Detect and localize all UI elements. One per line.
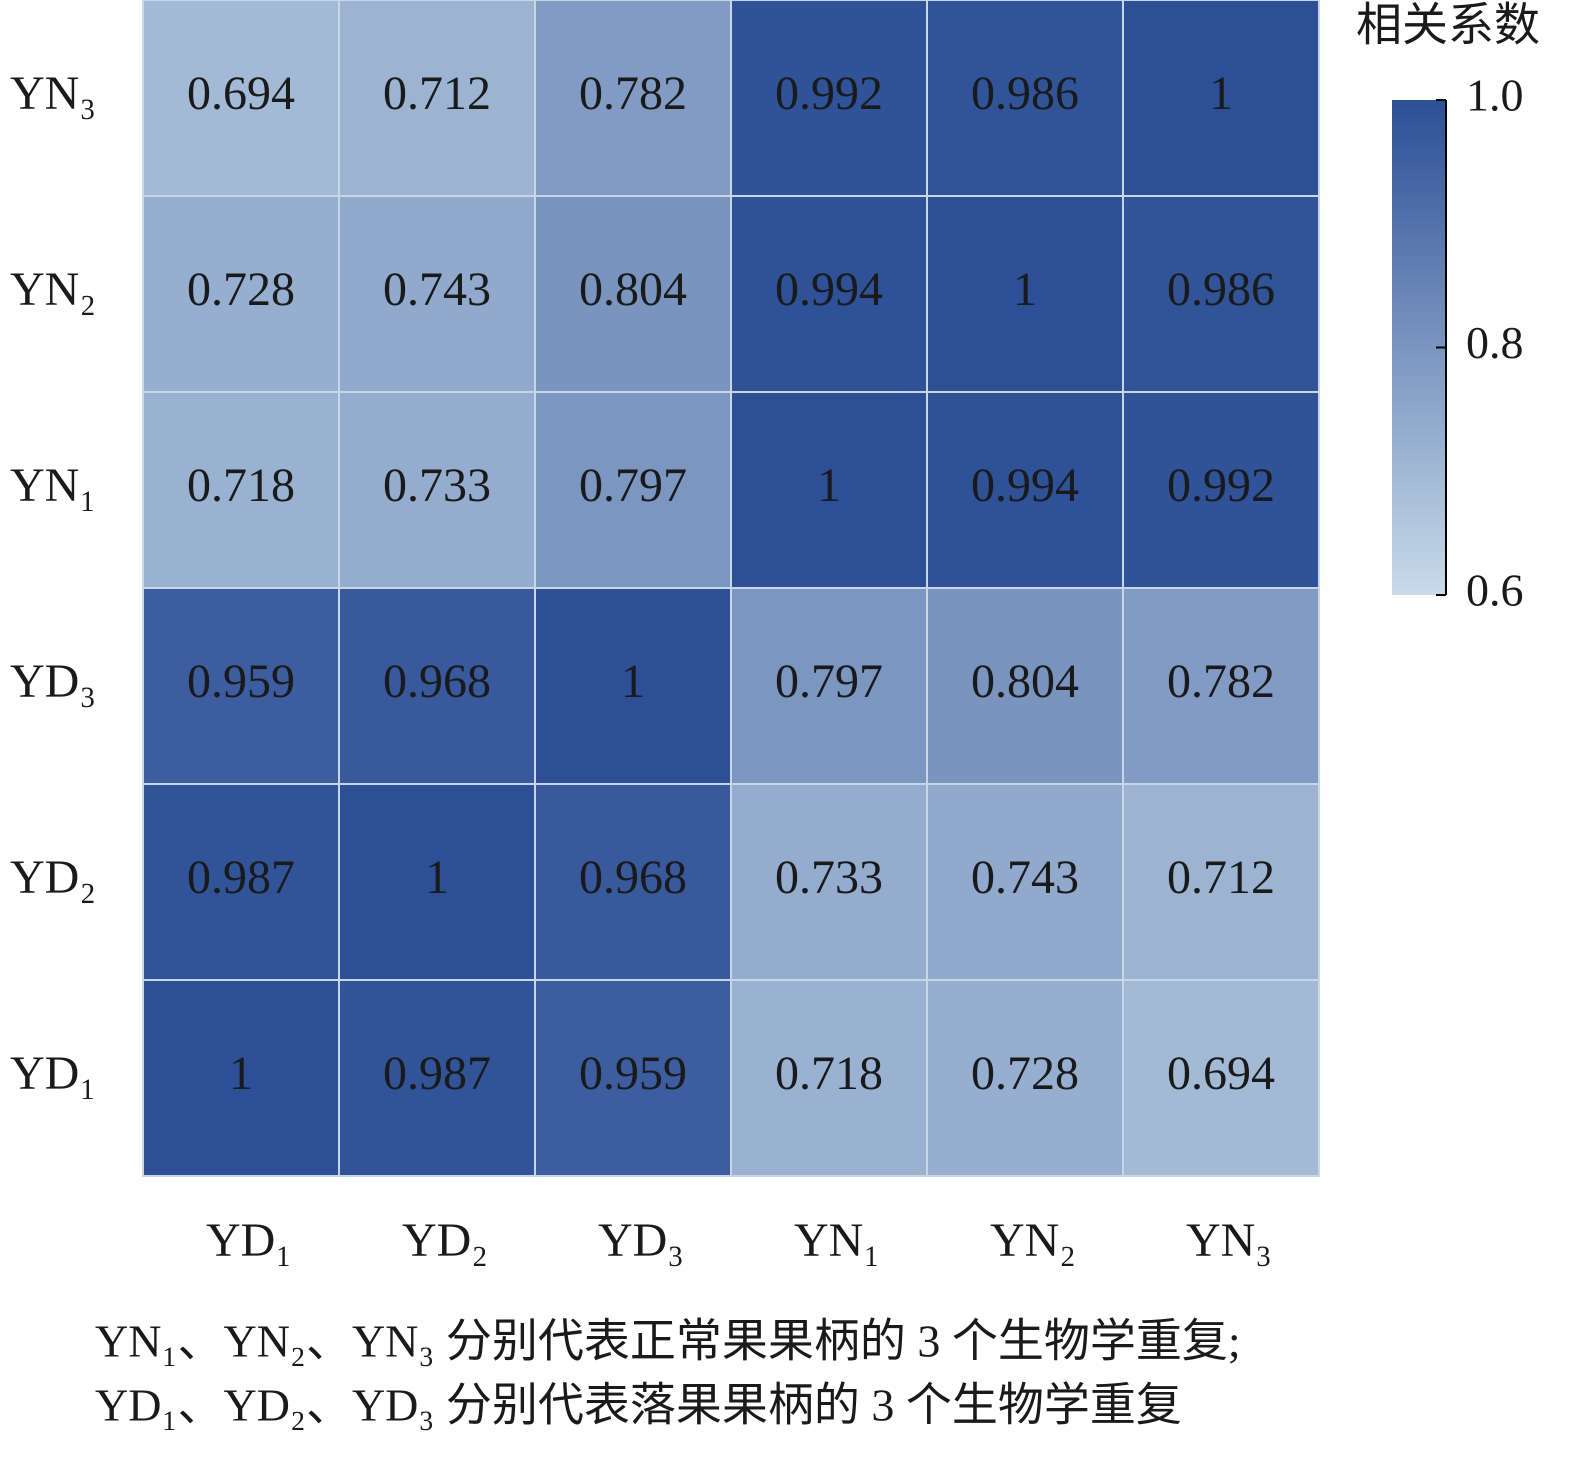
cell-label: 0.728 — [187, 263, 295, 316]
y-tick-label: YN₃ — [10, 67, 96, 120]
cell — [142, 783, 340, 981]
cell — [142, 195, 340, 393]
cell — [730, 979, 928, 1177]
cell-label: 0.987 — [383, 1047, 491, 1100]
x-tick-label: YN₁ — [794, 1214, 880, 1267]
x-tick-label: YN₂ — [990, 1214, 1076, 1267]
cell-label: 0.968 — [383, 655, 491, 708]
cell-label: 0.694 — [187, 67, 295, 120]
cell — [926, 587, 1124, 785]
cell-label: 0.782 — [1167, 655, 1275, 708]
cell — [142, 391, 340, 589]
cell-label: 0.994 — [775, 263, 883, 316]
cell-label: 0.728 — [971, 1047, 1079, 1100]
cell-label: 0.797 — [775, 655, 883, 708]
cell — [1122, 0, 1320, 197]
cell — [338, 0, 536, 197]
cell-label: 0.712 — [1167, 851, 1275, 904]
cell-label: 0.782 — [579, 67, 687, 120]
cell-label: 0.743 — [971, 851, 1079, 904]
cell — [1122, 587, 1320, 785]
cell-label: 1 — [229, 1047, 253, 1100]
cell — [338, 979, 536, 1177]
y-tick-label: YN₁ — [10, 459, 96, 512]
cell — [730, 195, 928, 393]
colorbar-title: 相关系数 — [1356, 0, 1540, 51]
cell — [730, 391, 928, 589]
caption-line: YN₁、YN₂、YN₃ 分别代表正常果果柄的 3 个生物学重复; — [95, 1316, 1241, 1367]
cell-label: 0.804 — [579, 263, 687, 316]
cell — [730, 0, 928, 197]
caption-line: YD₁、YD₂、YD₃ 分别代表落果果柄的 3 个生物学重复 — [95, 1380, 1182, 1431]
y-tick-label: YN₂ — [10, 263, 96, 316]
cell — [142, 0, 340, 197]
cell — [1122, 783, 1320, 981]
cell-label: 1 — [621, 655, 645, 708]
x-tick-label: YN₃ — [1186, 1214, 1272, 1267]
cell-label: 1 — [1209, 67, 1233, 120]
cell-label: 0.733 — [383, 459, 491, 512]
cell-label: 1 — [817, 459, 841, 512]
x-tick-label: YD₁ — [206, 1214, 292, 1267]
cell — [534, 979, 732, 1177]
cell — [534, 195, 732, 393]
y-tick-label: YD₁ — [10, 1047, 96, 1100]
cell-label: 0.718 — [775, 1047, 883, 1100]
colorbar-tick-label: 0.8 — [1466, 317, 1524, 368]
cell-label: 0.986 — [971, 67, 1079, 120]
x-tick-label: YD₂ — [402, 1214, 488, 1267]
cell-label: 0.743 — [383, 263, 491, 316]
cell — [534, 391, 732, 589]
cell — [338, 391, 536, 589]
cell-label: 0.804 — [971, 655, 1079, 708]
cell — [1122, 195, 1320, 393]
cell-label: 0.992 — [1167, 459, 1275, 512]
cell-label: 0.986 — [1167, 263, 1275, 316]
cell — [926, 391, 1124, 589]
cell — [338, 195, 536, 393]
cell-label: 1 — [425, 851, 449, 904]
cell-label: 0.987 — [187, 851, 295, 904]
cell-label: 0.959 — [579, 1047, 687, 1100]
colorbar-tick-label: 0.6 — [1466, 565, 1524, 616]
cell-label: 0.797 — [579, 459, 687, 512]
cell — [1122, 979, 1320, 1177]
cell — [730, 587, 928, 785]
cell — [534, 0, 732, 197]
cell-label: 0.992 — [775, 67, 883, 120]
x-tick-label: YD₃ — [598, 1214, 684, 1267]
cell-label: 0.968 — [579, 851, 687, 904]
cell — [926, 979, 1124, 1177]
cell — [142, 587, 340, 785]
cell-label: 0.712 — [383, 67, 491, 120]
cell — [338, 783, 536, 981]
y-tick-label: YD₂ — [10, 851, 96, 904]
cell — [534, 587, 732, 785]
cell — [338, 587, 536, 785]
cell-label: 0.994 — [971, 459, 1079, 512]
cell — [1122, 391, 1320, 589]
cell-label: 0.718 — [187, 459, 295, 512]
colorbar-tick-label: 1.0 — [1466, 70, 1524, 121]
y-tick-label: YD₃ — [10, 655, 96, 708]
cell-label: 0.694 — [1167, 1047, 1275, 1100]
cell-label: 1 — [1013, 263, 1037, 316]
cell-label: 0.959 — [187, 655, 295, 708]
cell-label: 0.733 — [775, 851, 883, 904]
cell — [926, 0, 1124, 197]
cell — [534, 783, 732, 981]
